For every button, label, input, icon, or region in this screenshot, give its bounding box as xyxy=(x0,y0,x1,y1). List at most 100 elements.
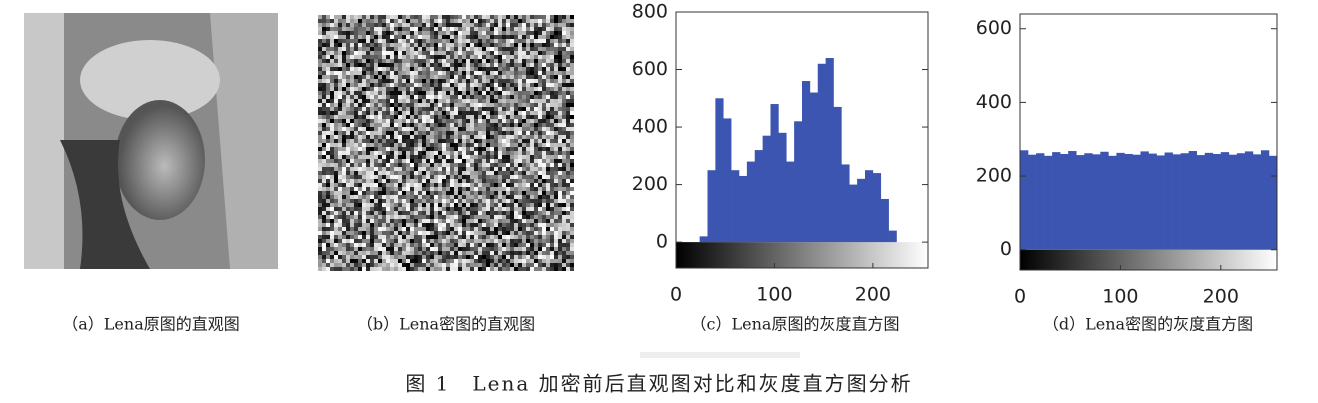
noise-pixel xyxy=(390,135,394,139)
noise-pixel xyxy=(330,79,334,83)
noise-pixel xyxy=(374,19,378,23)
noise-pixel xyxy=(554,247,558,251)
noise-pixel xyxy=(530,219,534,223)
noise-pixel xyxy=(470,19,474,23)
noise-pixel xyxy=(374,35,378,39)
noise-pixel xyxy=(526,79,530,83)
noise-pixel xyxy=(542,99,546,103)
noise-pixel xyxy=(526,59,530,63)
noise-pixel xyxy=(414,183,418,187)
noise-pixel xyxy=(514,227,518,231)
noise-pixel xyxy=(514,163,518,167)
noise-pixel xyxy=(434,183,438,187)
noise-pixel xyxy=(570,235,574,239)
noise-pixel xyxy=(430,171,434,175)
noise-pixel xyxy=(470,123,474,127)
noise-pixel xyxy=(350,79,354,83)
noise-pixel xyxy=(502,43,506,47)
noise-pixel xyxy=(526,51,530,55)
noise-pixel xyxy=(546,179,550,183)
noise-pixel xyxy=(502,235,506,239)
noise-pixel xyxy=(514,203,518,207)
noise-pixel xyxy=(418,35,422,39)
bar xyxy=(880,198,889,243)
noise-pixel xyxy=(454,203,458,207)
noise-pixel xyxy=(326,59,330,63)
noise-pixel xyxy=(410,91,414,95)
noise-pixel xyxy=(534,255,538,259)
noise-pixel xyxy=(398,59,402,63)
noise-pixel xyxy=(418,55,422,59)
noise-pixel xyxy=(490,211,494,215)
noise-pixel xyxy=(438,247,442,251)
noise-pixel xyxy=(518,155,522,159)
noise-pixel xyxy=(462,191,466,195)
noise-pixel xyxy=(406,35,410,39)
noise-pixel xyxy=(506,207,510,211)
noise-pixel xyxy=(362,195,366,199)
noise-pixel xyxy=(370,243,374,247)
noise-pixel xyxy=(338,175,342,179)
noise-pixel xyxy=(394,235,398,239)
noise-pixel xyxy=(358,187,362,191)
noise-pixel xyxy=(394,255,398,259)
noise-pixel xyxy=(398,255,402,259)
noise-pixel xyxy=(390,71,394,75)
noise-pixel xyxy=(562,19,566,23)
noise-pixel xyxy=(334,67,338,71)
noise-pixel xyxy=(566,247,570,251)
noise-pixel xyxy=(370,155,374,159)
noise-pixel xyxy=(382,159,386,163)
noise-pixel xyxy=(554,123,558,127)
noise-pixel xyxy=(470,167,474,171)
noise-pixel xyxy=(458,27,462,31)
noise-pixel xyxy=(394,35,398,39)
noise-pixel xyxy=(494,175,498,179)
noise-pixel xyxy=(346,171,350,175)
noise-pixel xyxy=(538,187,542,191)
noise-pixel xyxy=(498,219,502,223)
noise-pixel xyxy=(566,59,570,63)
noise-pixel xyxy=(570,31,574,35)
noise-pixel xyxy=(558,247,562,251)
noise-pixel xyxy=(414,87,418,91)
noise-pixel xyxy=(438,171,442,175)
noise-pixel xyxy=(478,55,482,59)
noise-pixel xyxy=(570,267,574,271)
noise-pixel xyxy=(446,251,450,255)
noise-pixel xyxy=(394,39,398,43)
noise-pixel xyxy=(494,159,498,163)
noise-pixel xyxy=(514,259,518,263)
noise-pixel xyxy=(486,123,490,127)
noise-pixel xyxy=(538,183,542,187)
noise-pixel xyxy=(318,39,322,43)
noise-pixel xyxy=(386,159,390,163)
x-tick-label: 100 xyxy=(1102,286,1138,308)
noise-pixel xyxy=(318,71,322,75)
noise-pixel xyxy=(326,147,330,151)
noise-pixel xyxy=(394,139,398,143)
noise-pixel xyxy=(518,51,522,55)
noise-pixel xyxy=(326,31,330,35)
noise-pixel xyxy=(418,123,422,127)
noise-pixel xyxy=(326,67,330,71)
noise-pixel xyxy=(558,103,562,107)
noise-pixel xyxy=(502,115,506,119)
noise-pixel xyxy=(362,43,366,47)
noise-pixel xyxy=(486,59,490,63)
noise-pixel xyxy=(466,171,470,175)
noise-pixel xyxy=(338,43,342,47)
noise-pixel xyxy=(326,203,330,207)
noise-pixel xyxy=(470,251,474,255)
noise-pixel xyxy=(434,115,438,119)
noise-pixel xyxy=(394,31,398,35)
noise-pixel xyxy=(466,15,470,19)
noise-pixel xyxy=(530,227,534,231)
noise-pixel xyxy=(498,207,502,211)
noise-pixel xyxy=(566,139,570,143)
noise-pixel xyxy=(426,19,430,23)
noise-pixel xyxy=(526,215,530,219)
noise-pixel xyxy=(338,67,342,71)
noise-pixel xyxy=(490,47,494,51)
noise-pixel xyxy=(570,255,574,259)
